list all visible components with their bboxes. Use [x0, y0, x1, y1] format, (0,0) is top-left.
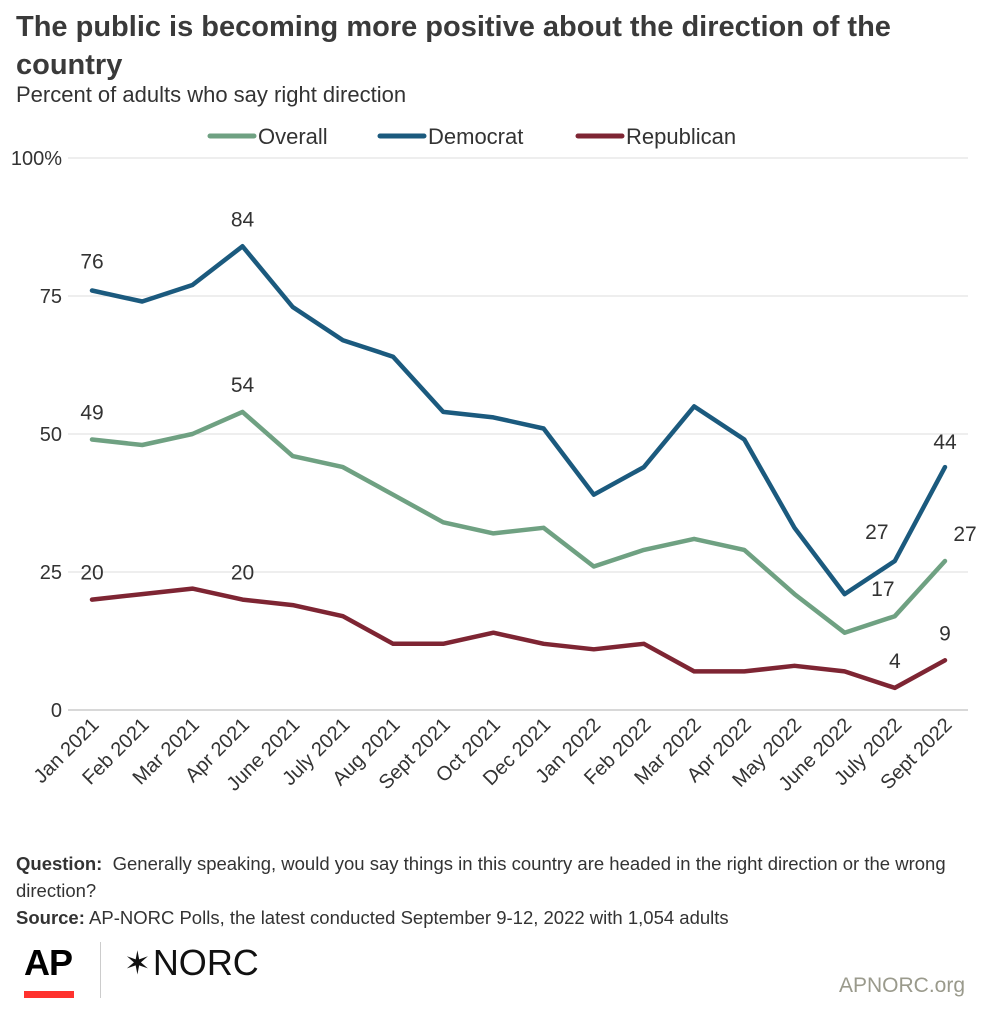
asterisk-star-icon: ✶	[124, 945, 151, 981]
ap-logo-bar	[24, 991, 74, 998]
gridlines	[68, 157, 968, 711]
line-chart: Overall Democrat Republican 0 25 50 75 100% Ja…	[11, 124, 977, 796]
legend-label-republican: Republican	[626, 124, 736, 149]
ap-logo: AP	[24, 942, 73, 983]
norc-logo-text: NORC	[152, 942, 259, 983]
data-label: 27	[865, 521, 888, 544]
data-label: 17	[871, 578, 894, 601]
series-line-democrat	[89, 244, 948, 597]
data-label: 9	[939, 622, 951, 645]
chart-legend: Overall Democrat Republican	[207, 124, 736, 149]
series-line-republican	[89, 586, 948, 691]
data-label: 84	[231, 208, 255, 231]
question-label: Question:	[16, 853, 103, 874]
norc-logo: ✶ NORC	[124, 942, 259, 984]
chart-footer: Question: Generally speaking, would you …	[16, 850, 976, 931]
data-label: 44	[933, 431, 957, 454]
y-axis-ticks: 0 25 50 75 100%	[11, 148, 62, 722]
source-text: AP-NORC Polls, the latest conducted Sept…	[89, 907, 729, 928]
site-url: APNORC.org	[838, 974, 965, 997]
legend-label-democrat: Democrat	[428, 124, 523, 149]
question-text: Generally speaking, would you say things…	[16, 853, 946, 901]
logo-divider	[100, 942, 101, 998]
data-label: 27	[953, 523, 976, 546]
y-tick-label: 0	[51, 700, 62, 722]
data-label: 76	[80, 250, 103, 273]
y-tick-label: 75	[40, 286, 62, 308]
question-note: Question: Generally speaking, would you …	[16, 850, 976, 904]
y-tick-label: 100%	[11, 148, 62, 170]
series-lines	[89, 244, 948, 691]
data-label: 49	[80, 402, 103, 425]
data-label: 54	[231, 374, 255, 397]
y-tick-label: 50	[40, 424, 62, 446]
series-line-overall	[89, 409, 948, 635]
source-label: Source:	[16, 907, 85, 928]
y-tick-label: 25	[40, 562, 62, 584]
chart-subtitle: Percent of adults who say right directio…	[16, 82, 407, 107]
data-label: 4	[889, 650, 901, 673]
data-label: 20	[80, 562, 103, 585]
data-label: 20	[231, 562, 254, 585]
chart-title: The public is becoming more positive abo…	[16, 11, 891, 81]
source-note: Source: AP-NORC Polls, the latest conduc…	[16, 904, 976, 931]
legend-label-overall: Overall	[258, 124, 328, 149]
